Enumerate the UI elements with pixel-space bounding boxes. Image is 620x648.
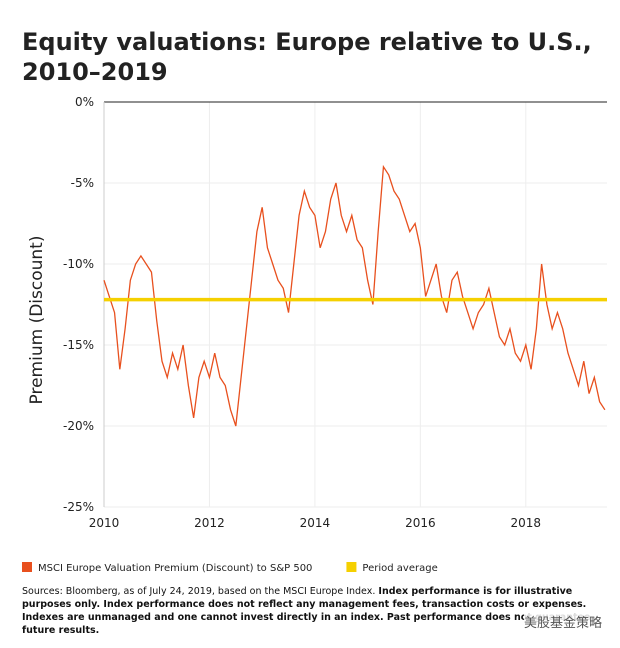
title-line: Equity valuations: Europe relative to U.…: [22, 28, 592, 56]
source-note: Sources: Bloomberg, as of July 24, 2019,…: [22, 585, 607, 637]
disclaimer: Index performance is for illustrative pu…: [22, 586, 591, 636]
y-tick-label: -15%: [63, 338, 94, 352]
series-line: [103, 164, 606, 427]
x-tick-label: 2012: [194, 516, 225, 530]
y-tick-label: -20%: [63, 419, 94, 433]
y-tick-label: -25%: [63, 500, 94, 514]
x-tick-label: 2014: [300, 516, 331, 530]
legend-swatch: [346, 562, 357, 572]
y-tick-label: 0%: [75, 95, 94, 109]
legend-label: Period average: [362, 563, 437, 574]
title-line: 2010–2019: [22, 58, 168, 86]
y-tick-label: -5%: [71, 176, 94, 190]
source: Sources: Bloomberg, as of July 24, 2019,…: [22, 586, 376, 597]
x-tick-label: 2010: [89, 516, 120, 530]
y-tick-label: -10%: [63, 257, 94, 271]
legend-label: MSCI Europe Valuation Premium (Discount)…: [38, 563, 312, 574]
watermark: 美股基金策略: [523, 612, 602, 631]
x-tick-label: 2016: [405, 516, 436, 530]
legend-swatch: [22, 562, 32, 572]
y-axis-label: Premium (Discount): [27, 236, 47, 405]
x-tick-label: 2018: [511, 516, 542, 530]
